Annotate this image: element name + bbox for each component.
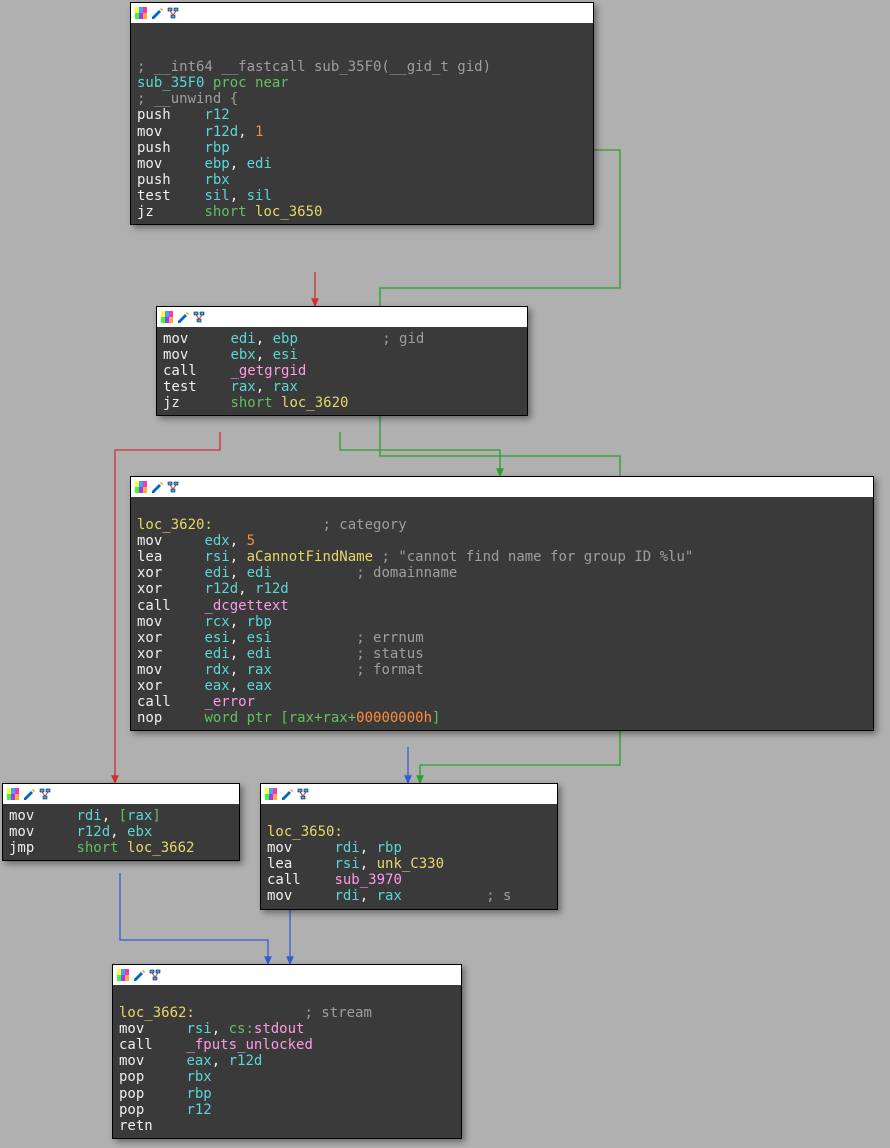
edit-icon	[132, 968, 146, 982]
block-titlebar[interactable]	[113, 965, 461, 985]
edit-icon	[150, 6, 164, 20]
color-palette-icon	[160, 310, 174, 324]
asm-code: loc_3662: ; stream mov rsi, cs:stdout ca…	[113, 985, 461, 1138]
block-titlebar[interactable]	[131, 477, 873, 497]
block-titlebar[interactable]	[131, 3, 593, 23]
graph-icon	[166, 6, 180, 20]
edit-icon	[22, 787, 36, 801]
color-palette-icon	[116, 968, 130, 982]
edit-icon	[176, 310, 190, 324]
color-palette-icon	[264, 787, 278, 801]
asm-block-n0[interactable]: ; __int64 __fastcall sub_35F0(__gid_t gi…	[130, 2, 594, 225]
cfg-edge-uncond	[120, 873, 268, 964]
block-titlebar[interactable]	[261, 784, 557, 804]
graph-icon	[166, 480, 180, 494]
asm-code: loc_3620: ; category mov edx, 5 lea rsi,…	[131, 497, 873, 730]
asm-code: mov edi, ebp ; gid mov ebx, esi call _ge…	[157, 327, 527, 415]
color-palette-icon	[134, 480, 148, 494]
block-titlebar[interactable]	[157, 307, 527, 327]
asm-code: loc_3650: mov rdi, rbp lea rsi, unk_C330…	[261, 804, 557, 909]
graph-icon	[148, 968, 162, 982]
asm-code: mov rdi, [rax] mov r12d, ebx jmp short l…	[3, 804, 239, 860]
cfg-edge-true	[340, 432, 500, 476]
asm-block-n4[interactable]: loc_3650: mov rdi, rbp lea rsi, unk_C330…	[260, 783, 558, 910]
graph-icon	[38, 787, 52, 801]
asm-block-n2[interactable]: loc_3620: ; category mov edx, 5 lea rsi,…	[130, 476, 874, 731]
graph-icon	[192, 310, 206, 324]
color-palette-icon	[6, 787, 20, 801]
asm-block-n3[interactable]: mov rdi, [rax] mov r12d, ebx jmp short l…	[2, 783, 240, 861]
block-titlebar[interactable]	[3, 784, 239, 804]
asm-block-n5[interactable]: loc_3662: ; stream mov rsi, cs:stdout ca…	[112, 964, 462, 1139]
graph-icon	[296, 787, 310, 801]
edit-icon	[150, 480, 164, 494]
edit-icon	[280, 787, 294, 801]
asm-code: ; __int64 __fastcall sub_35F0(__gid_t gi…	[131, 23, 593, 224]
color-palette-icon	[134, 6, 148, 20]
asm-block-n1[interactable]: mov edi, ebp ; gid mov ebx, esi call _ge…	[156, 306, 528, 416]
